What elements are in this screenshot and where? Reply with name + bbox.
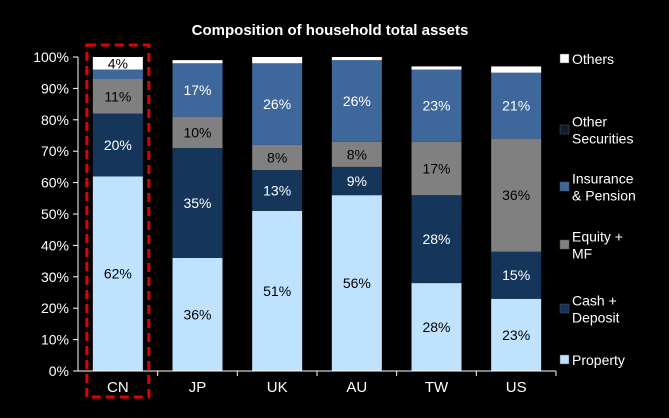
data-label: 10%	[183, 124, 211, 140]
data-label: 26%	[343, 93, 371, 109]
legend-label: Others	[572, 51, 614, 67]
data-label: 17%	[422, 160, 450, 176]
x-tick-label: CN	[107, 379, 129, 396]
legend-label: & Pension	[572, 188, 636, 204]
legend-swatch	[559, 354, 570, 365]
data-label: 62%	[104, 266, 132, 282]
y-tick-label: 10%	[41, 332, 69, 348]
data-label: 28%	[422, 319, 450, 335]
data-label: 36%	[183, 306, 211, 322]
y-tick-label: 70%	[41, 143, 69, 159]
bar-segment	[172, 148, 223, 258]
bar-segment	[411, 195, 462, 284]
bar-segment	[331, 195, 382, 371]
bar-segment	[331, 166, 382, 196]
data-label: 26%	[263, 96, 291, 112]
y-tick-label: 50%	[41, 206, 69, 222]
data-label: 20%	[104, 137, 132, 153]
data-label: 13%	[263, 182, 291, 198]
bar-segment	[252, 57, 303, 64]
y-tick-label: 20%	[41, 300, 69, 316]
bar-segment	[92, 57, 143, 70]
bar-segment	[92, 176, 143, 371]
legend-swatch	[559, 303, 570, 314]
bar-segment	[491, 298, 542, 371]
bar-segment	[331, 60, 382, 142]
legend-label: Deposit	[572, 310, 620, 326]
bar-segment	[172, 63, 223, 117]
data-label: 51%	[263, 283, 291, 299]
y-tick-label: 80%	[41, 112, 69, 128]
legend-label: Insurance	[572, 171, 634, 187]
bar-segment	[252, 63, 303, 145]
bar-segment	[331, 141, 382, 167]
data-label: 56%	[343, 275, 371, 291]
y-tick-label: 30%	[41, 269, 69, 285]
bar-segment	[491, 72, 542, 139]
data-label: 8%	[267, 149, 287, 165]
legend-swatch	[559, 124, 570, 135]
data-label: 11%	[104, 88, 131, 104]
x-tick-label: UK	[267, 379, 288, 396]
x-tick-label: TW	[425, 379, 449, 396]
data-label: 23%	[422, 98, 450, 114]
data-label: 35%	[183, 195, 211, 211]
bar-segment	[172, 116, 223, 149]
bar-segment	[172, 60, 223, 64]
legend-label: MF	[572, 246, 592, 262]
legend-swatch	[559, 181, 570, 192]
bar-segment	[491, 66, 542, 73]
data-label: 8%	[347, 146, 367, 162]
legend-label: Other	[572, 114, 607, 130]
x-tick-label: AU	[346, 379, 367, 396]
bar-segment	[491, 138, 542, 252]
data-label: 23%	[502, 327, 530, 343]
bar-segment	[252, 170, 303, 211]
bar-segment	[172, 257, 223, 371]
y-tick-label: 60%	[41, 175, 69, 191]
bar-segment	[411, 69, 462, 142]
bar-segment	[331, 57, 382, 61]
bar-segment	[92, 113, 143, 177]
data-label: 17%	[183, 82, 211, 98]
x-tick-label: JP	[189, 379, 207, 396]
bar-segment	[252, 210, 303, 371]
data-label: 21%	[502, 98, 530, 114]
y-tick-label: 0%	[49, 363, 69, 379]
bar-segment	[411, 66, 462, 70]
legend-label: Cash +	[572, 293, 617, 309]
data-label: 4%	[108, 55, 128, 71]
bar-segment	[252, 144, 303, 171]
bar-segment	[92, 69, 143, 79]
data-label: 36%	[502, 187, 530, 203]
legend-label: Equity +	[572, 229, 623, 245]
bar-segment	[411, 141, 462, 196]
legend-swatch	[559, 53, 570, 64]
bar-segment	[491, 251, 542, 299]
highlight-box	[85, 43, 151, 399]
x-tick-label: US	[506, 379, 527, 396]
data-label: 15%	[502, 267, 530, 283]
bar-segment	[411, 283, 462, 371]
legend-label: Property	[572, 352, 625, 368]
chart-title: Composition of household total assets	[191, 22, 469, 39]
data-label: 9%	[347, 173, 367, 189]
legend-swatch	[559, 239, 570, 250]
y-tick-label: 90%	[41, 80, 69, 96]
bar-segment	[92, 78, 143, 114]
y-tick-label: 100%	[33, 49, 69, 65]
legend-label: Securities	[572, 131, 633, 147]
data-label: 28%	[422, 231, 450, 247]
y-tick-label: 40%	[41, 237, 69, 253]
